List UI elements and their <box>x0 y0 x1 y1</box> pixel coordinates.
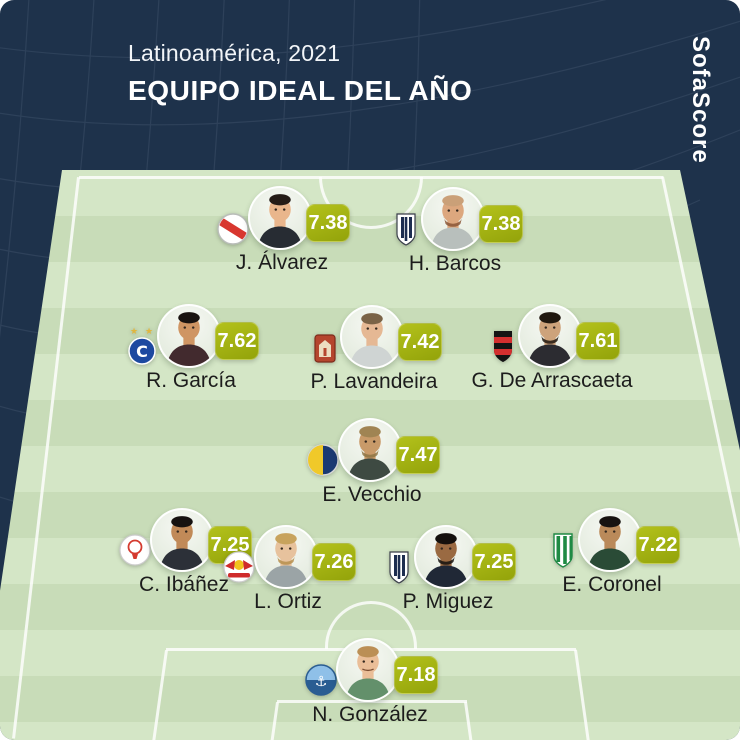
club-crest-cienciano: ★ ★ C <box>124 324 160 368</box>
club-crest-ayacucho <box>307 325 343 369</box>
page-title: EQUIPO IDEAL DEL AÑO <box>128 75 473 106</box>
rating-badge: 7.62 <box>215 322 259 360</box>
player-photo <box>578 508 642 572</box>
club-crest-huracan <box>117 528 153 572</box>
player-name: C. Ibáñez <box>139 573 229 596</box>
player-name: P. Miguez <box>402 590 494 613</box>
player-name: R. García <box>146 369 236 392</box>
player-photo <box>518 304 582 368</box>
svg-text:C: C <box>136 342 148 361</box>
header-subtitle: Latinoamérica, 2021 <box>128 40 341 66</box>
player-photo <box>248 186 312 250</box>
svg-text:★: ★ <box>130 327 138 337</box>
rating-badge: 7.47 <box>396 436 440 474</box>
club-crest-antofagasta: ⚓ <box>303 658 339 702</box>
club-crest-rosario-central <box>305 438 341 482</box>
rating-badge: 7.22 <box>636 526 680 564</box>
player-photo <box>414 525 478 589</box>
rating-badge: 7.61 <box>576 322 620 360</box>
club-crest-river-plate <box>215 206 251 250</box>
player-name: H. Barcos <box>408 252 502 275</box>
svg-text:⚓: ⚓ <box>315 674 328 690</box>
club-crest-alianza-lima <box>381 545 417 589</box>
player-name: N. González <box>312 703 428 726</box>
rating-badge: 7.25 <box>472 543 516 581</box>
rating-badge: 7.25 <box>208 526 252 564</box>
player-name: G. De Arrascaeta <box>471 369 633 392</box>
rating-badge: 7.18 <box>394 656 438 694</box>
rating-badge: 7.42 <box>398 323 442 361</box>
rating-badge: 7.38 <box>306 204 350 242</box>
sofascore-logo: SofaScore <box>687 36 714 164</box>
club-crest-red-bull-bragantino <box>221 545 257 589</box>
player-name: J. Álvarez <box>235 251 329 274</box>
player-photo <box>338 418 402 482</box>
player-photo <box>421 187 485 251</box>
svg-text:★: ★ <box>145 327 153 337</box>
player-photo <box>150 508 214 572</box>
rating-badge: 7.26 <box>312 543 356 581</box>
player-name: E. Vecchio <box>322 483 422 506</box>
player-name: P. Lavandeira <box>310 370 438 393</box>
player-photo <box>157 304 221 368</box>
player-name: E. Coronel <box>562 573 662 596</box>
club-crest-banfield <box>545 528 581 572</box>
player-photo <box>254 525 318 589</box>
player-photo <box>336 638 400 702</box>
player-name: L. Ortiz <box>254 590 322 613</box>
header: Latinoamérica, 2021 EQUIPO IDEAL DEL AÑO <box>128 40 472 107</box>
club-crest-alianza-lima <box>388 207 424 251</box>
player-photo <box>340 305 404 369</box>
rating-badge: 7.38 <box>479 205 523 243</box>
club-crest-flamengo <box>485 324 521 368</box>
